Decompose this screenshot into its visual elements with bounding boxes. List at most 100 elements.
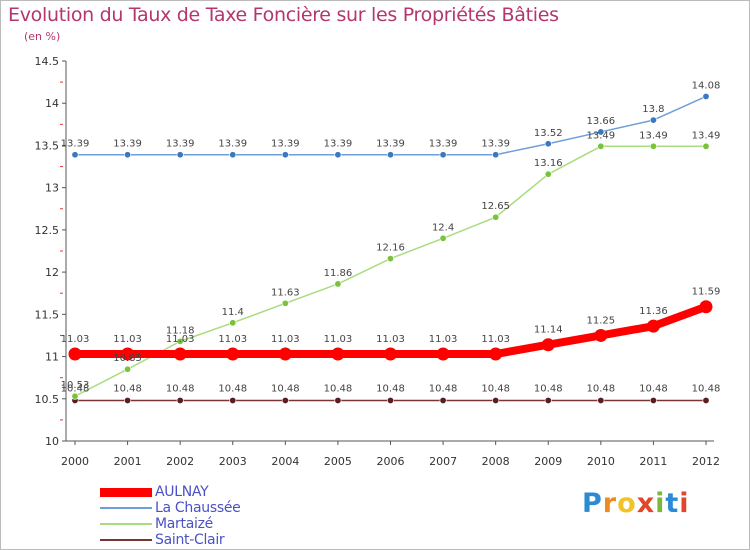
data-point-saint-clair	[229, 396, 237, 404]
data-point-aulnay	[541, 338, 555, 352]
data-point-aulnay	[646, 319, 660, 333]
x-tick-label: 2005	[324, 455, 352, 468]
data-label-aulnay: 11.03	[429, 334, 458, 345]
y-tick-label: 11	[45, 351, 59, 364]
data-point-la-chaussee	[71, 151, 79, 159]
data-label-martaize: 12.4	[432, 222, 454, 233]
data-point-la-chaussee	[439, 151, 447, 159]
data-label-la-chaussee: 13.39	[166, 139, 195, 150]
data-point-la-chaussee	[229, 151, 237, 159]
data-point-martaize	[176, 337, 184, 345]
legend-label: AULNAY	[155, 484, 209, 500]
data-label-saint-clair: 10.48	[113, 383, 142, 394]
data-point-martaize	[386, 255, 394, 263]
data-label-martaize: 10.53	[61, 380, 90, 391]
legend-swatch-aulnay	[100, 488, 152, 497]
data-label-aulnay: 11.03	[218, 334, 247, 345]
data-label-la-chaussee: 13.39	[271, 139, 300, 150]
data-point-aulnay	[489, 347, 503, 361]
x-tick-label: 2007	[429, 455, 457, 468]
logo-letter: x	[636, 488, 656, 519]
data-label-aulnay: 11.03	[481, 334, 510, 345]
data-point-la-chaussee	[649, 116, 657, 124]
data-point-la-chaussee	[334, 151, 342, 159]
data-label-la-chaussee: 13.39	[113, 139, 142, 150]
y-tick-label: 13.5	[35, 139, 60, 152]
data-point-saint-clair	[597, 396, 605, 404]
y-tick-label: 12	[45, 266, 59, 279]
data-label-saint-clair: 10.48	[61, 383, 90, 394]
x-tick-label: 2000	[61, 455, 89, 468]
data-point-aulnay	[699, 300, 713, 314]
data-point-saint-clair	[492, 396, 500, 404]
x-tick-label: 2006	[377, 455, 405, 468]
y-tick-label: 11.5	[35, 308, 60, 321]
legend-label: Martaizé	[155, 516, 213, 532]
data-point-saint-clair	[281, 396, 289, 404]
data-point-saint-clair	[386, 396, 394, 404]
logo-letter: r	[602, 488, 618, 519]
data-point-martaize	[544, 170, 552, 178]
x-tick-label: 2001	[114, 455, 142, 468]
data-point-saint-clair	[544, 396, 552, 404]
data-label-aulnay: 11.03	[324, 334, 353, 345]
data-label-la-chaussee: 13.39	[218, 139, 247, 150]
data-label-martaize: 11.4	[222, 307, 244, 318]
data-point-martaize	[702, 142, 710, 150]
data-point-saint-clair	[702, 396, 710, 404]
chart-title: Evolution du Taux de Taxe Foncière sur l…	[8, 4, 559, 26]
legend-swatch-saint-clair	[100, 539, 152, 541]
data-label-martaize: 13.16	[534, 158, 563, 169]
logo-letter: P	[582, 488, 603, 519]
data-point-saint-clair	[176, 396, 184, 404]
data-point-martaize	[71, 392, 79, 400]
data-label-martaize: 13.49	[587, 130, 616, 141]
data-label-aulnay: 11.36	[639, 306, 668, 317]
data-point-la-chaussee	[492, 151, 500, 159]
data-point-martaize	[229, 319, 237, 327]
data-label-aulnay: 11.14	[534, 325, 563, 336]
legend-label: Saint-Clair	[155, 532, 225, 548]
data-label-la-chaussee: 13.39	[376, 139, 405, 150]
data-label-la-chaussee: 13.66	[587, 116, 616, 127]
data-point-aulnay	[436, 347, 450, 361]
data-label-la-chaussee: 13.39	[61, 139, 90, 150]
data-label-saint-clair: 10.48	[271, 383, 300, 394]
data-point-la-chaussee	[281, 151, 289, 159]
chart-unit-label: (en %)	[24, 30, 61, 43]
logo-letter: o	[617, 488, 637, 519]
data-label-martaize: 10.85	[113, 353, 142, 364]
proxiti-logo: Proxiti	[582, 488, 690, 519]
data-point-martaize	[439, 234, 447, 242]
y-tick-label: 12.5	[35, 224, 60, 237]
data-label-saint-clair: 10.48	[639, 383, 668, 394]
x-tick-label: 2012	[692, 455, 720, 468]
data-label-saint-clair: 10.48	[429, 383, 458, 394]
data-point-martaize	[281, 299, 289, 307]
x-tick-label: 2011	[639, 455, 667, 468]
y-tick-label: 14.5	[35, 55, 60, 68]
data-point-aulnay	[173, 347, 187, 361]
data-point-saint-clair	[334, 396, 342, 404]
data-point-saint-clair	[124, 396, 132, 404]
x-tick-label: 2009	[534, 455, 562, 468]
data-label-martaize: 13.49	[692, 130, 721, 141]
x-tick-label: 2008	[482, 455, 510, 468]
legend-swatch-la-chaussee	[100, 507, 152, 509]
data-point-la-chaussee	[124, 151, 132, 159]
data-label-aulnay: 11.25	[587, 315, 616, 326]
data-label-saint-clair: 10.48	[376, 383, 405, 394]
data-label-saint-clair: 10.48	[218, 383, 247, 394]
data-label-saint-clair: 10.48	[481, 383, 510, 394]
data-label-martaize: 11.86	[324, 268, 353, 279]
y-tick-label: 10.5	[35, 393, 60, 406]
data-label-martaize: 11.63	[271, 287, 300, 298]
data-label-la-chaussee: 13.39	[481, 139, 510, 150]
data-label-aulnay: 11.03	[376, 334, 405, 345]
data-point-martaize	[334, 280, 342, 288]
data-point-aulnay	[594, 328, 608, 342]
data-label-saint-clair: 10.48	[166, 383, 195, 394]
data-label-martaize: 12.65	[481, 201, 510, 212]
data-label-aulnay: 11.03	[271, 334, 300, 345]
x-tick-label: 2002	[166, 455, 194, 468]
